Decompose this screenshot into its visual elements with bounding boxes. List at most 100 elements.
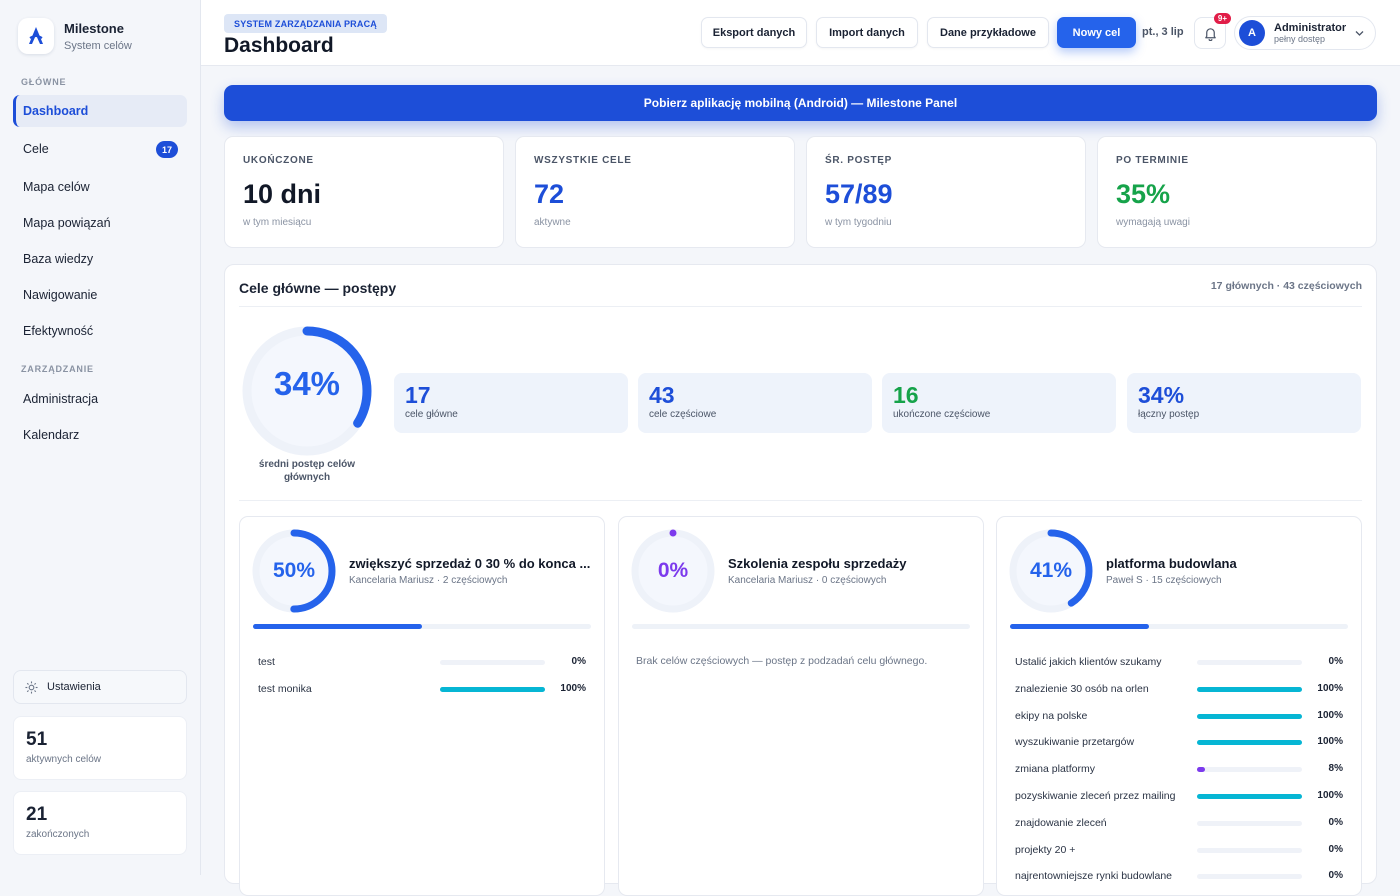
settings-label: Ustawienia [47,681,101,693]
stat-subtitle: w tym miesiącu [243,217,312,228]
chevron-down-icon [1355,31,1364,36]
completed-goals-label: zakończonych [26,829,90,840]
subgoal-row[interactable]: najrentowniejsze rynki budowlane 0% [1015,867,1343,887]
subgoal-row[interactable]: wyszukiwanie przetargów 100% [1015,733,1343,753]
goal-progress-ring [1009,529,1093,613]
chip-label: łączny postęp [1138,409,1200,420]
average-progress-value: 34% [273,365,341,402]
subgoal-row[interactable]: test 0% [258,653,586,673]
subgoal-name: Ustalić jakich klientów szukamy [1015,656,1162,668]
subgoal-name: zmiana platformy [1015,763,1095,776]
subgoal-row[interactable]: zmiana platformy 8% [1015,760,1343,780]
stat-label: WSZYSTKIE CELE [534,155,632,166]
subgoal-progress-value: 100% [1317,709,1343,721]
export-data-button[interactable]: Eksport danych [701,17,807,48]
subgoal-name: test monika [258,682,312,695]
stat-card: PO TERMINIE 35% wymagają uwagi [1097,136,1377,248]
stat-card: ŚR. POSTĘP 57/89 w tym tygodniu [806,136,1086,248]
goal-card[interactable]: 41% platforma budowlana Paweł S · 15 częśc… [996,516,1362,896]
sidebar-item-label: Efektywność [23,324,94,338]
goal-subtitle: Paweł S · 15 częściowych [1106,575,1222,586]
settings-button[interactable]: Ustawienia [13,670,187,704]
sidebar-item-mapa-powiązań[interactable]: Mapa powiązań [13,207,187,239]
sidebar-item-kalendarz[interactable]: Kalendarz [23,428,80,442]
import-data-button[interactable]: Import danych [816,17,918,48]
chip-value: 43 [649,382,675,408]
goal-progress-value: 41% [1029,559,1073,582]
stat-label: UKOŃCZONE [243,155,314,166]
goal-progress-bar [1010,624,1348,629]
subgoal-progress-value: 0% [1328,816,1343,828]
subgoal-progress-bar [1197,874,1302,880]
sidebar: Milestone System celów GŁÓWNE Dashboard C… [0,0,201,875]
sidebar-item-mapa-celów[interactable]: Mapa celów [13,171,187,203]
user-role: pełny dostęp [1274,34,1326,44]
active-goals-card: 51 aktywnych celów [13,716,187,780]
subgoal-row[interactable]: projekty 20 + 0% [1015,841,1343,861]
chip-label: ukończone częściowe [893,409,991,420]
stat-subtitle: wymagają uwagi [1116,217,1190,228]
subgoal-progress-bar [1197,740,1302,746]
goal-title[interactable]: zwiększyć sprzedaż 0 30 % do konca ... [349,556,591,571]
chip-label: cele częściowe [649,409,717,420]
sidebar-item-baza-wiedzy[interactable]: Baza wiedzy [13,243,187,275]
active-goals-value: 51 [26,729,48,750]
subgoal-row[interactable]: ekipy na polske 100% [1015,707,1343,727]
sidebar-item-label: Mapa powiązań [23,216,111,230]
goal-card[interactable]: 50% zwiększyć sprzedaż 0 30 % do konca ..… [239,516,605,896]
subgoal-row[interactable]: znalezienie 30 osób na orlen 100% [1015,680,1343,700]
top-header: SYSTEM ZARZĄDZANIA PRACĄ Dashboard Ekspo… [201,0,1400,66]
chip-value: 34% [1138,382,1185,408]
summary-chip: 34% łączny postęp [1127,373,1361,433]
notifications-button[interactable]: 9+ [1194,13,1231,49]
subgoal-progress-value: 100% [560,682,586,694]
stat-value: 57/89 [825,179,893,209]
panel-meta: 17 głównych · 43 częściowych [1210,280,1362,292]
goal-progress-bar [632,624,970,629]
goal-title[interactable]: platforma budowlana [1106,556,1237,571]
sidebar-item-administracja[interactable]: Administracja [23,392,99,406]
goal-progress-value: 0% [657,559,689,582]
subgoal-progress-value: 0% [571,656,586,667]
goal-title[interactable]: Szkolenia zespołu sprzedaży [728,556,907,571]
stat-value: 72 [534,179,565,209]
subgoal-progress-bar [1197,820,1302,826]
summary-chip: 17 cele główne [394,373,628,433]
subgoal-row[interactable]: znajdowanie zleceń 0% [1015,814,1343,834]
sidebar-item-label: Cele [23,142,49,156]
subgoal-progress-bar [1197,686,1302,692]
goal-progress-bar [253,624,591,629]
panel-title: Cele główne — postępy [239,280,397,296]
goal-subtitle: Kancelaria Mariusz · 2 częściowych [349,575,508,586]
new-goal-button[interactable]: Nowy cel [1057,17,1136,48]
subgoal-progress-value: 8% [1328,763,1343,775]
chip-value: 17 [405,382,431,408]
completed-goals-card: 21 zakończonych [13,791,187,855]
sidebar-item-nawigowanie[interactable]: Nawigowanie [13,279,187,311]
subgoal-progress-bar [1197,767,1302,773]
gear-icon [25,680,38,694]
user-name: Administrator [1274,22,1347,34]
goal-card[interactable]: 0% Szkolenia zespołu sprzedaży Kancelaria … [618,516,984,896]
sidebar-item-cele[interactable]: Cele 17 [13,133,187,165]
subgoal-row[interactable]: Ustalić jakich klientów szukamy 0% [1015,653,1343,673]
brand-subtitle: System celów [64,39,132,52]
subgoal-name: ekipy na polske [1015,709,1088,722]
subgoal-progress-value: 100% [1317,790,1343,801]
brand[interactable]: Milestone System celów [18,18,132,54]
subgoal-name: test [258,656,275,668]
sample-data-button[interactable]: Dane przykładowe [927,17,1049,48]
sidebar-item-dashboard[interactable]: Dashboard [13,95,187,127]
subgoal-row[interactable]: test monika 100% [258,680,586,700]
sidebar-item-efektywność[interactable]: Efektywność [13,315,187,347]
sidebar-item-label: Mapa celów [23,180,90,194]
subgoal-progress-bar [1197,713,1302,719]
subgoal-row[interactable]: pozyskiwanie zleceń przez mailing 100% [1015,787,1343,807]
goal-subtitle: Kancelaria Mariusz · 0 częściowych [728,575,887,586]
user-menu[interactable]: A Administrator pełny dostęp [1234,16,1376,50]
stat-card: UKOŃCZONE 10 dni w tym miesiącu [224,136,504,248]
mobile-app-banner[interactable]: Pobierz aplikację mobilną (Android) — Mi… [224,85,1377,121]
subgoal-name: znajdowanie zleceń [1015,816,1107,829]
stat-subtitle: aktywne [534,217,571,228]
average-progress-ring [242,326,372,456]
